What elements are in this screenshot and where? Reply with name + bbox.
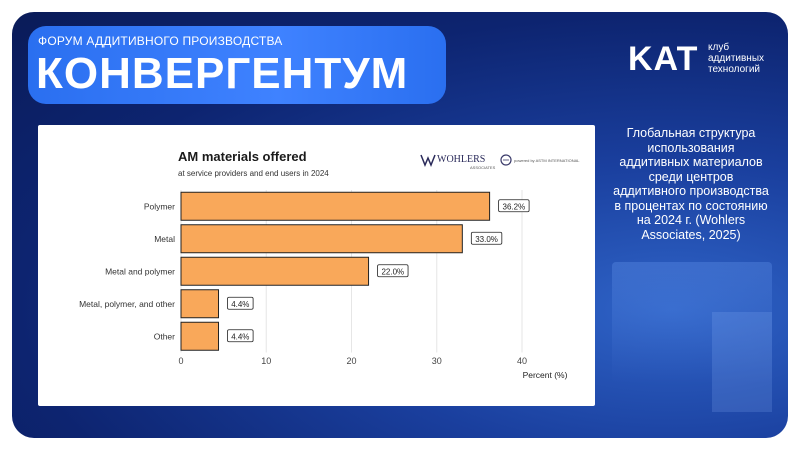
data-label: 33.0%	[475, 235, 498, 244]
data-label: 36.2%	[503, 202, 526, 211]
bar	[181, 192, 490, 220]
y-category-label: Other	[154, 331, 175, 341]
x-tick-label: 30	[432, 356, 442, 366]
data-label: 4.4%	[231, 332, 249, 341]
x-tick-label: 10	[261, 356, 271, 366]
x-axis-label: Percent (%)	[523, 370, 568, 380]
bar	[181, 322, 219, 350]
x-tick-label: 0	[178, 356, 183, 366]
x-tick-label: 20	[346, 356, 356, 366]
bar	[181, 257, 369, 285]
chart-description: Глобальная структура использования аддит…	[612, 126, 770, 242]
bar	[181, 225, 462, 253]
data-label: 4.4%	[231, 300, 249, 309]
x-tick-label: 40	[517, 356, 527, 366]
y-category-label: Metal	[154, 234, 175, 244]
bar	[181, 290, 219, 318]
y-category-label: Metal and polymer	[105, 266, 175, 276]
y-category-label: Polymer	[144, 201, 175, 211]
data-label: 22.0%	[381, 267, 404, 276]
y-category-label: Metal, polymer, and other	[79, 299, 175, 309]
